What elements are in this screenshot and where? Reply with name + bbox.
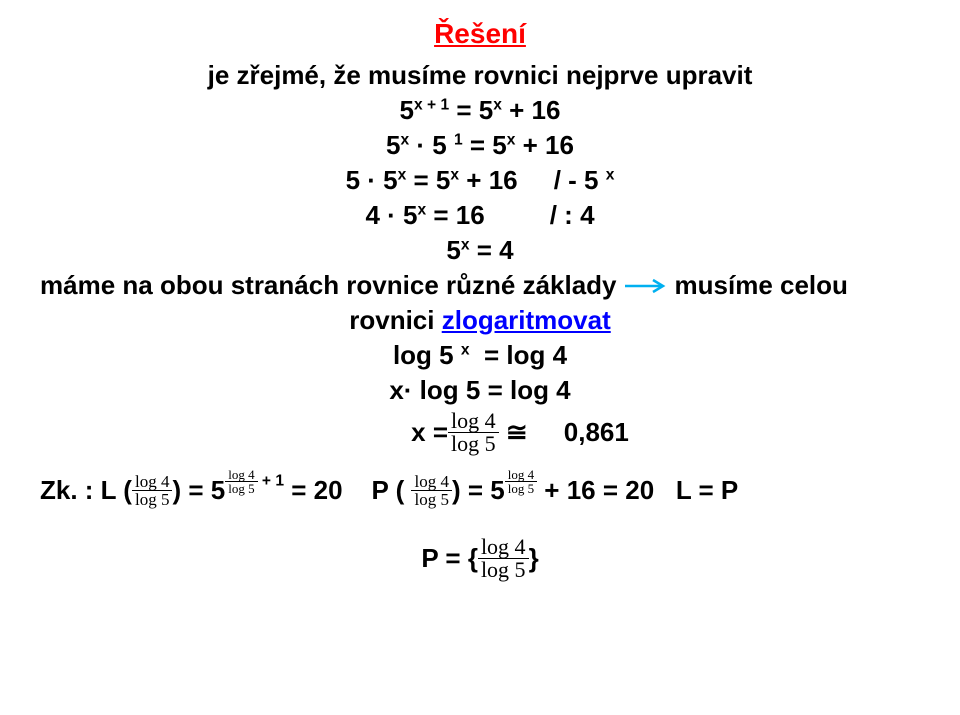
zk-d: ) = 5 xyxy=(452,475,505,506)
fraction-1: log 4 log 5 xyxy=(132,473,172,508)
check-line: Zk. : L ( log 4 log 5 ) = 5 log 4 log 5 … xyxy=(40,473,920,508)
P-pre: P = { xyxy=(421,543,478,574)
fraction-P: log 4 log 5 xyxy=(478,536,529,581)
arrow-icon xyxy=(623,270,669,301)
fraction-exp-2: log 4 log 5 xyxy=(505,468,537,495)
note-line-1: máme na obou stranách rovnice různé zákl… xyxy=(40,270,920,301)
fraction-2: log 4 log 5 xyxy=(411,473,451,508)
x-eq-pre: x = xyxy=(411,417,448,448)
solution-set-line: P = { log 4 log 5 } xyxy=(40,536,920,581)
zk-e: + 16 = 20 L = P xyxy=(537,475,738,506)
eq-line-5: 5x = 4 xyxy=(40,235,920,266)
fraction-log4-log5: log 4 log 5 xyxy=(448,410,499,455)
exponent-1: log 4 log 5 + 1 xyxy=(225,468,284,495)
x-equals-line: x = log 4 log 5 ≅ 0,861 xyxy=(40,410,920,455)
zlogaritmovat: zlogaritmovat xyxy=(442,305,611,335)
note-2a: rovnici xyxy=(349,305,441,335)
intro-line: je zřejmé, že musíme rovnici nejprve upr… xyxy=(40,60,920,91)
title: Řešení xyxy=(40,18,920,50)
x-eq-post: ≅ 0,861 xyxy=(499,417,629,448)
eq-line-2: 5x · 5 1 = 5x + 16 xyxy=(40,130,920,161)
zk-b: ) = 5 xyxy=(172,475,225,506)
eq-line-1: 5x + 1 = 5x + 16 xyxy=(40,95,920,126)
log-line-1: log 5 x = log 4 xyxy=(40,340,920,371)
note-1a: máme na obou stranách rovnice různé zákl… xyxy=(40,270,617,301)
zk-c: = 20 P ( xyxy=(284,475,411,506)
P-post: } xyxy=(529,543,539,574)
fraction-exp-1: log 4 log 5 xyxy=(225,468,257,495)
note-1b: musíme celou xyxy=(675,270,848,301)
eq-line-4: 4 · 5x = 16 / : 4 xyxy=(40,200,920,231)
exponent-2: log 4 log 5 xyxy=(505,468,537,495)
document-page: Řešení je zřejmé, že musíme rovnici nejp… xyxy=(0,0,960,581)
note-line-2: rovnici zlogaritmovat xyxy=(40,305,920,336)
eq-line-3: 5 · 5x = 5x + 16 / - 5 x xyxy=(40,165,920,196)
log-line-2: x· log 5 = log 4 xyxy=(40,375,920,406)
zk-a: Zk. : L ( xyxy=(40,475,132,506)
